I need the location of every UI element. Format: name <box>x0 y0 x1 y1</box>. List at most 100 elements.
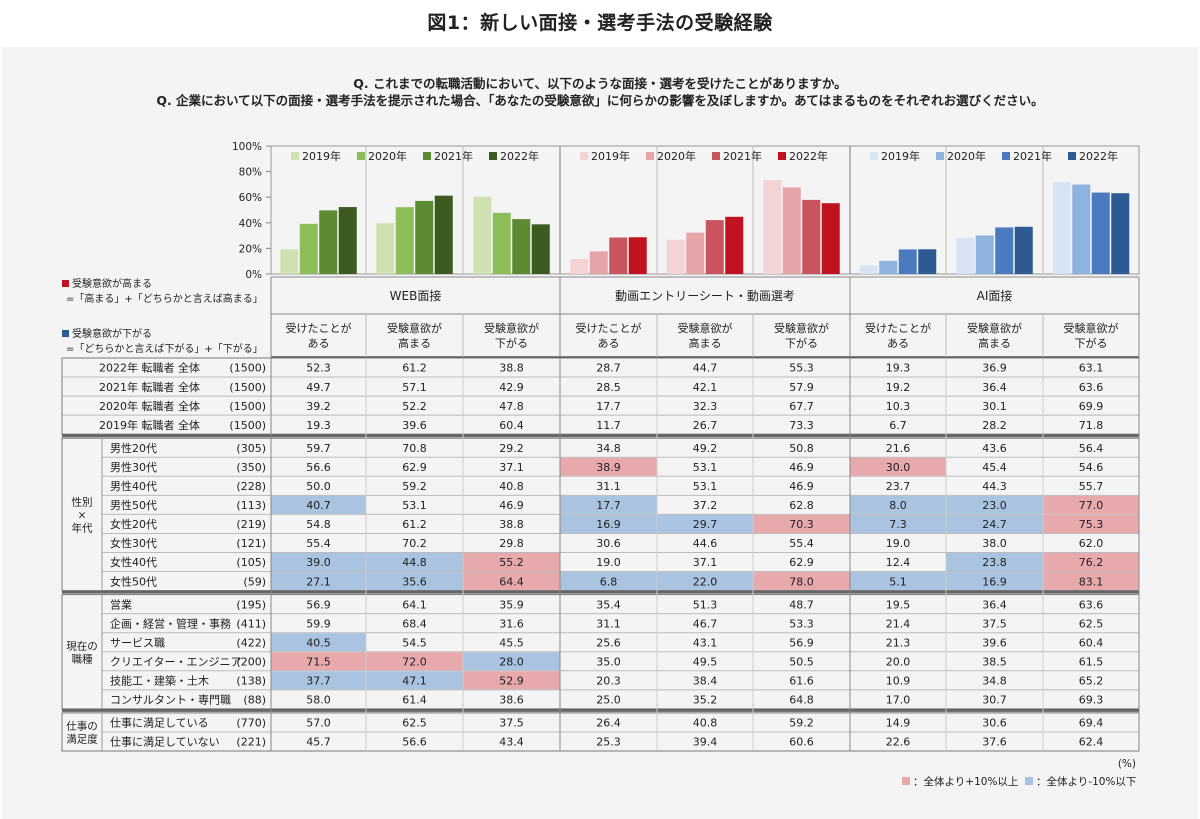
row-n: (1500) <box>229 362 266 375</box>
cell-value: 44.6 <box>693 537 718 550</box>
cell-value: 65.2 <box>1079 675 1104 688</box>
highlight-low-label: ：全体より-10%以下 <box>1036 775 1136 788</box>
cell-value: 6.7 <box>889 419 907 432</box>
section-label-line: 年代 <box>72 521 93 534</box>
cell-value: 45.7 <box>306 736 331 749</box>
cell-value: 50.5 <box>789 655 814 668</box>
highlight-high-label: ：全体より+10%以上 <box>913 775 1018 788</box>
cell-value: 40.8 <box>499 480 524 493</box>
row-label: 男性20代 <box>110 441 157 455</box>
cell-value: 43.6 <box>982 442 1007 455</box>
row-n: (88) <box>243 694 266 707</box>
cell-value: 73.3 <box>789 419 814 432</box>
cell-value: 55.2 <box>499 556 524 569</box>
cell-value: 40.5 <box>306 636 331 649</box>
row-label: 女性30代 <box>110 536 157 550</box>
chart-frame <box>270 145 1140 275</box>
cell-value: 56.4 <box>1079 442 1104 455</box>
highlight-cell <box>271 633 366 652</box>
row-n: (350) <box>236 461 266 474</box>
section-label-line: 満足度 <box>66 732 98 745</box>
row-label: 2019年 転職者 全体 <box>99 418 200 432</box>
bar <box>918 249 937 274</box>
row-n: (121) <box>236 537 266 550</box>
cell-value: 29.8 <box>499 537 524 550</box>
bar <box>609 237 628 274</box>
legend-swatch <box>936 152 944 160</box>
y-tick-label: 40% <box>239 218 262 230</box>
cell-value: 57.9 <box>789 381 814 394</box>
legend-swatch <box>870 152 878 160</box>
cell-value: 69.9 <box>1079 400 1104 413</box>
highlight-cell <box>850 514 946 533</box>
cell-value: 35.6 <box>402 575 427 588</box>
cell-value: 61.6 <box>789 675 814 688</box>
cell-value: 51.3 <box>693 598 718 611</box>
highlight-cell <box>1043 514 1139 533</box>
legend-label: 2021年 <box>434 149 473 163</box>
row-n: (138) <box>236 675 266 688</box>
cell-value: 37.1 <box>499 461 524 474</box>
bar <box>1111 193 1130 274</box>
row-n: (411) <box>236 617 266 630</box>
cell-value: 55.7 <box>1079 480 1104 493</box>
cell-value: 29.2 <box>499 442 524 455</box>
cell-value: 46.7 <box>693 617 718 630</box>
bar <box>666 239 685 274</box>
bar <box>705 220 724 274</box>
legend-high-title: 受験意欲が高まる <box>72 277 152 290</box>
cell-value: 21.3 <box>886 636 911 649</box>
cell-value: 22.6 <box>886 736 911 749</box>
row-label: 2020年 転職者 全体 <box>99 399 200 413</box>
cell-value: 64.4 <box>499 575 524 588</box>
group-header: 動画エントリーシート・動画選考 <box>615 289 795 303</box>
cell-value: 62.8 <box>789 499 814 512</box>
metric-header-line: 高まる <box>689 336 722 350</box>
highlight-cell <box>271 553 366 572</box>
bar <box>956 237 975 274</box>
cell-value: 62.0 <box>1079 537 1104 550</box>
bar <box>898 249 917 274</box>
highlight-cell <box>463 652 560 671</box>
cell-value: 55.4 <box>306 537 331 550</box>
cell-value: 19.5 <box>886 598 911 611</box>
cell-value: 36.4 <box>982 381 1007 394</box>
cell-value: 21.6 <box>886 442 911 455</box>
metric-header-line: 受験意欲が <box>967 321 1022 335</box>
cell-value: 59.7 <box>306 442 331 455</box>
cell-value: 53.1 <box>693 480 718 493</box>
cell-value: 29.7 <box>693 518 718 531</box>
cell-value: 59.2 <box>789 717 814 730</box>
highlight-cell <box>463 553 560 572</box>
cell-value: 34.8 <box>982 675 1007 688</box>
cell-value: 69.3 <box>1079 694 1104 707</box>
row-n: (195) <box>236 598 266 611</box>
cell-value: 23.0 <box>982 499 1007 512</box>
highlight-cell <box>463 572 560 591</box>
cell-value: 58.0 <box>306 694 331 707</box>
highlight-cell <box>271 671 366 690</box>
cell-value: 48.7 <box>789 598 814 611</box>
bar <box>975 235 994 274</box>
row-label: 2021年 転職者 全体 <box>99 380 200 394</box>
cell-value: 11.7 <box>596 419 621 432</box>
cell-value: 26.4 <box>596 717 621 730</box>
cell-value: 70.8 <box>402 442 427 455</box>
y-tick-label: 100% <box>232 141 262 153</box>
cell-value: 46.9 <box>789 480 814 493</box>
cell-value: 64.8 <box>789 694 814 707</box>
highlight-cell <box>560 572 657 591</box>
cell-value: 16.9 <box>982 575 1007 588</box>
cell-value: 23.8 <box>982 556 1007 569</box>
cell-value: 10.9 <box>886 675 911 688</box>
row-label: コンサルタント・専門職 <box>110 694 231 707</box>
row-n: (770) <box>236 717 266 730</box>
cell-value: 10.3 <box>886 400 911 413</box>
cell-value: 50.0 <box>306 480 331 493</box>
bar <box>376 223 395 274</box>
legend-swatch <box>778 152 786 160</box>
row-label: 仕事に満足していない <box>110 736 220 749</box>
bar <box>782 187 801 274</box>
legend-swatch <box>646 152 654 160</box>
